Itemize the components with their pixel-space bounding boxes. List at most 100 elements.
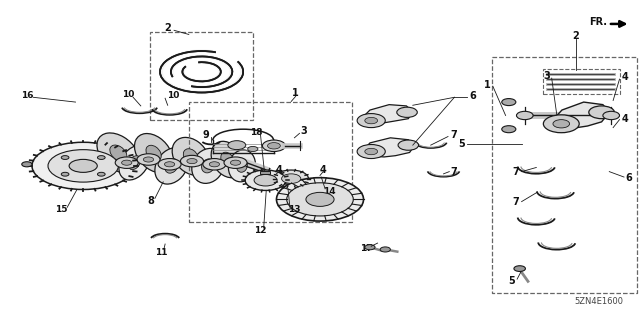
Text: 12: 12: [253, 226, 266, 235]
Circle shape: [228, 141, 246, 150]
Ellipse shape: [183, 149, 198, 164]
Text: 7: 7: [451, 130, 457, 140]
Text: 3: 3: [301, 126, 307, 137]
Ellipse shape: [97, 133, 140, 173]
Circle shape: [209, 162, 220, 167]
Circle shape: [248, 146, 258, 152]
Circle shape: [514, 266, 525, 271]
Ellipse shape: [221, 152, 234, 167]
Circle shape: [589, 106, 614, 119]
Text: 5: 5: [459, 139, 465, 149]
Circle shape: [203, 159, 226, 170]
Circle shape: [230, 160, 241, 165]
Circle shape: [282, 174, 301, 183]
Text: 4: 4: [320, 165, 326, 175]
Ellipse shape: [228, 150, 255, 182]
Circle shape: [516, 111, 533, 120]
Ellipse shape: [128, 156, 141, 170]
Text: 6: 6: [626, 173, 632, 183]
Circle shape: [22, 162, 32, 167]
Ellipse shape: [165, 159, 178, 173]
Circle shape: [254, 174, 277, 186]
Ellipse shape: [32, 142, 134, 189]
Circle shape: [553, 120, 570, 128]
Ellipse shape: [119, 145, 150, 180]
Ellipse shape: [211, 141, 243, 178]
Circle shape: [380, 247, 390, 252]
Circle shape: [158, 159, 181, 170]
Ellipse shape: [192, 148, 224, 183]
Ellipse shape: [134, 134, 173, 173]
Text: 8: 8: [147, 196, 154, 206]
Ellipse shape: [146, 145, 161, 161]
Text: 15: 15: [54, 205, 67, 214]
Circle shape: [502, 99, 516, 106]
Ellipse shape: [69, 160, 97, 172]
Text: 7: 7: [513, 167, 519, 177]
Text: 2: 2: [164, 23, 171, 33]
Bar: [189, 102, 352, 222]
Text: 18: 18: [250, 128, 262, 137]
Text: 17: 17: [360, 244, 373, 253]
Text: 11: 11: [155, 248, 168, 257]
Circle shape: [224, 157, 247, 168]
Text: 14: 14: [323, 187, 335, 196]
Circle shape: [274, 170, 308, 187]
Text: 1: 1: [292, 88, 299, 99]
Circle shape: [365, 148, 378, 155]
Polygon shape: [364, 138, 415, 157]
Text: 4: 4: [621, 114, 628, 124]
Text: 9: 9: [203, 130, 209, 140]
Text: 7: 7: [513, 197, 519, 207]
Text: 3: 3: [544, 71, 550, 81]
Text: 1: 1: [484, 79, 491, 90]
Circle shape: [397, 107, 417, 117]
Ellipse shape: [48, 150, 118, 182]
Text: 4: 4: [621, 72, 628, 82]
Circle shape: [306, 192, 334, 206]
Circle shape: [187, 159, 197, 164]
Text: 16: 16: [20, 91, 33, 100]
Circle shape: [122, 160, 132, 165]
Ellipse shape: [202, 159, 214, 173]
Circle shape: [357, 114, 385, 128]
Circle shape: [180, 155, 204, 167]
Text: 13: 13: [288, 205, 301, 214]
Polygon shape: [364, 105, 413, 125]
Bar: [150, 32, 253, 120]
Ellipse shape: [237, 160, 247, 172]
Circle shape: [287, 183, 353, 216]
Ellipse shape: [110, 145, 127, 161]
Text: 5: 5: [509, 276, 515, 286]
Bar: [543, 69, 620, 94]
Text: 2: 2: [573, 31, 579, 41]
Circle shape: [603, 111, 620, 120]
Text: 5ZN4E1600: 5ZN4E1600: [574, 297, 623, 306]
Circle shape: [365, 245, 375, 250]
Circle shape: [502, 126, 516, 133]
Circle shape: [61, 172, 69, 176]
Text: 10: 10: [122, 90, 134, 99]
Circle shape: [115, 157, 138, 168]
Circle shape: [61, 156, 69, 160]
Circle shape: [398, 140, 419, 150]
Ellipse shape: [172, 137, 209, 175]
Circle shape: [543, 115, 579, 133]
Text: 6: 6: [469, 91, 476, 101]
Text: 4: 4: [276, 165, 282, 175]
Circle shape: [143, 157, 154, 162]
Polygon shape: [552, 102, 609, 128]
Circle shape: [357, 145, 385, 159]
Circle shape: [245, 170, 286, 190]
Circle shape: [268, 143, 280, 149]
Circle shape: [262, 140, 285, 152]
Bar: [260, 171, 270, 174]
Circle shape: [97, 172, 105, 176]
Text: 10: 10: [166, 91, 179, 100]
Circle shape: [164, 162, 175, 167]
Text: FR.: FR.: [589, 17, 607, 27]
Circle shape: [137, 154, 160, 165]
Text: 7: 7: [451, 167, 457, 177]
Ellipse shape: [155, 148, 188, 184]
Circle shape: [97, 156, 105, 160]
